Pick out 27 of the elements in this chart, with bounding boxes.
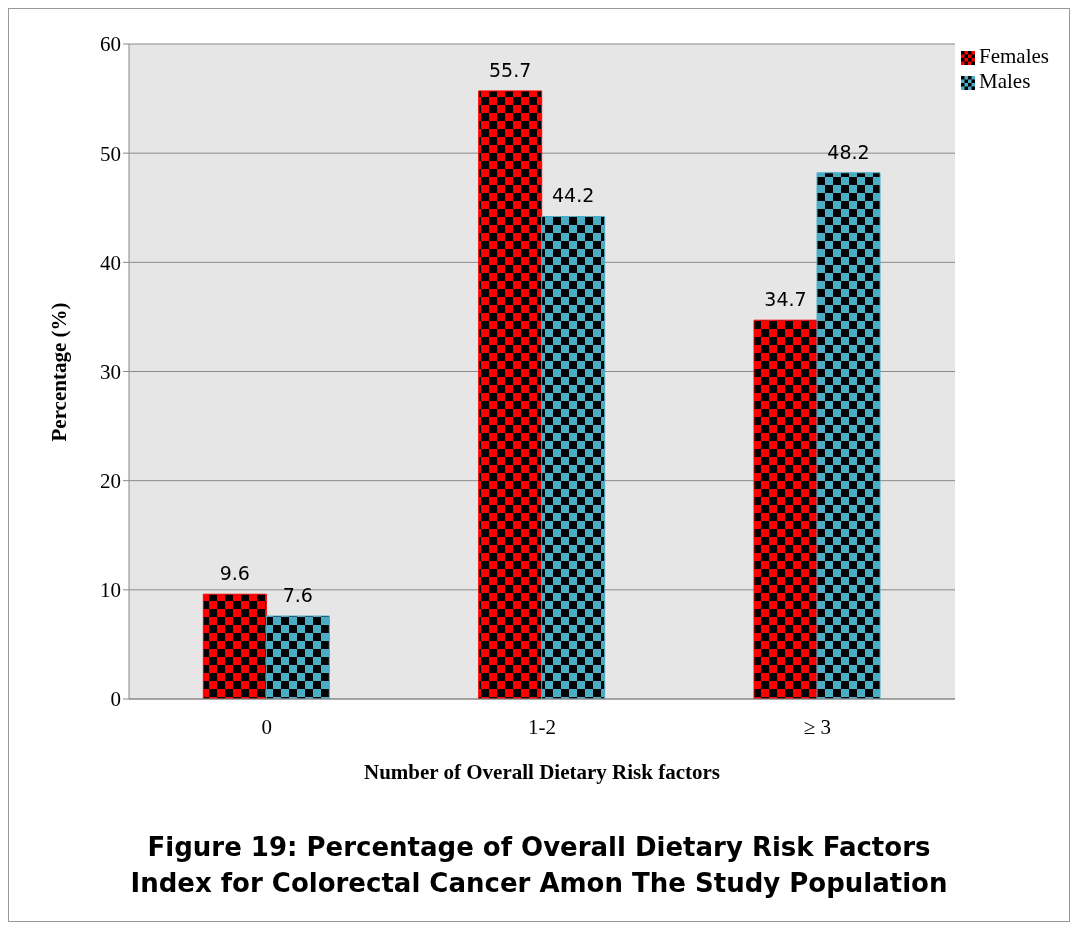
bar [816,172,881,699]
data-label: 7.6 [282,584,313,607]
data-label: 48.2 [827,140,870,163]
y-tick-label: 20 [100,469,121,494]
y-tick-label: 50 [100,141,121,166]
text: Figure 19: Percentage of Overall Dietary Risk Factors Index for Colorectal Cancer Amon The Study Population [129,831,949,900]
data-label: 55.7 [489,58,532,81]
y-tick-label: 30 [100,359,121,384]
y-tick-label: 60 [100,32,121,57]
y-tick-label: 10 [100,578,121,603]
bar [753,319,818,699]
x-tick-label: 1-2 [528,714,557,739]
legend-label: Females [979,44,1049,68]
data-label: 9.6 [219,562,250,585]
bar [541,215,606,699]
y-axis-title: Percentage (%) [47,302,72,442]
y-tick-label: 40 [100,250,121,275]
x-tick-label: 0 [261,714,272,739]
bar [265,615,330,699]
y-tick-label: 0 [110,687,121,712]
x-tick-label: ≥ 3 [803,714,831,739]
legend-label: Males [979,69,1031,93]
bar [478,90,543,699]
data-label: 44.2 [552,184,595,207]
data-label: 34.7 [764,288,807,311]
x-axis-title: Number of Overall Dietary Risk factors [364,760,720,784]
bar [202,593,267,699]
